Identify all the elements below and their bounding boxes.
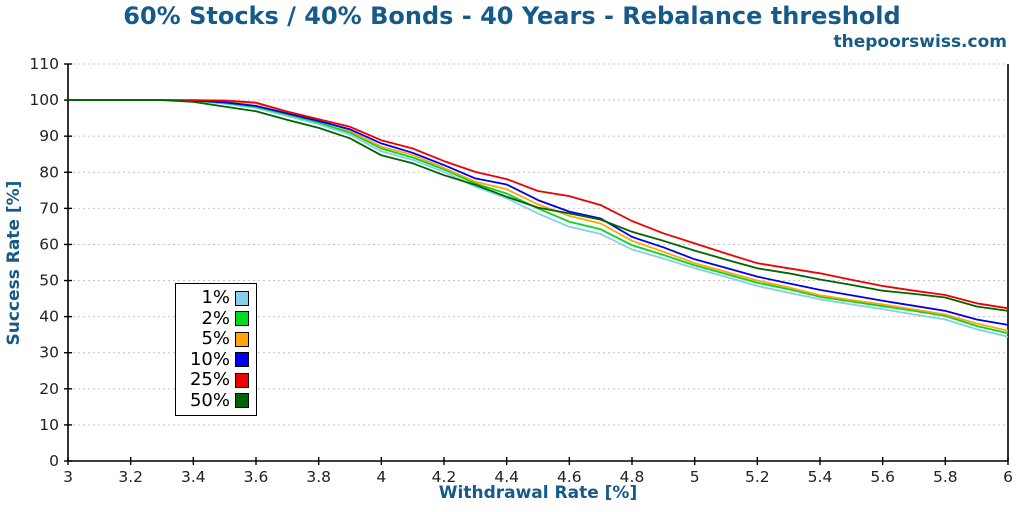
x-tick-label: 3.8 <box>306 468 331 486</box>
legend-item: 10% <box>179 348 249 370</box>
x-tick-label: 3.4 <box>181 468 206 486</box>
legend-item: 50% <box>179 389 249 411</box>
legend-label: 2% <box>201 307 230 329</box>
x-tick-label: 6 <box>1003 468 1013 486</box>
watermark-text: thepoorswiss.com <box>833 32 1008 52</box>
y-tick-label: 80 <box>39 163 59 181</box>
legend-label: 10% <box>189 348 230 370</box>
x-tick-label: 5.2 <box>745 468 770 486</box>
legend-box: 1% 2% 5% 10% 25% 50% <box>175 283 257 416</box>
x-tick-label: 3.6 <box>244 468 269 486</box>
legend-label: 5% <box>201 328 230 350</box>
legend-item: 25% <box>179 371 249 389</box>
legend-label: 25% <box>189 369 230 391</box>
legend-item: 1% <box>179 289 249 307</box>
x-tick-label: 4.2 <box>432 468 457 486</box>
series-line-10% <box>68 99 1009 326</box>
y-tick-label: 20 <box>39 380 59 398</box>
legend-swatch <box>235 393 249 409</box>
y-tick-label: 30 <box>39 344 59 362</box>
x-tick-label: 5.6 <box>870 468 895 486</box>
x-axis-label: Withdrawal Rate [%] <box>438 483 638 503</box>
legend-swatch <box>235 311 249 327</box>
x-tick-label: 4.6 <box>557 468 582 486</box>
x-tick-label: 4 <box>376 468 386 486</box>
legend-item: 2% <box>179 307 249 329</box>
legend-swatch <box>235 352 249 368</box>
series-line-50% <box>68 99 1009 312</box>
x-tick-label: 3 <box>63 468 73 486</box>
legend-swatch <box>235 331 249 347</box>
x-tick-label: 5.4 <box>808 468 833 486</box>
y-tick-label: 40 <box>39 308 59 326</box>
x-tick-label: 3.2 <box>118 468 143 486</box>
x-tick-label: 4.8 <box>620 468 645 486</box>
y-tick-label: 110 <box>29 55 59 73</box>
legend-label: 1% <box>201 287 230 309</box>
legend-item: 5% <box>179 330 249 348</box>
y-tick-label: 90 <box>39 127 59 145</box>
y-tick-label: 10 <box>39 416 59 434</box>
y-tick-label: 100 <box>29 91 59 109</box>
legend-label: 50% <box>189 389 230 411</box>
chart-title: 60% Stocks / 40% Bonds - 40 Years - Reba… <box>123 2 901 30</box>
x-tick-label: 5 <box>690 468 700 486</box>
y-tick-label: 70 <box>39 199 59 217</box>
y-tick-label: 60 <box>39 235 59 253</box>
legend-swatch <box>235 372 249 388</box>
y-tick-label: 0 <box>49 452 59 470</box>
x-tick-label: 5.8 <box>933 468 958 486</box>
series-line-25% <box>68 99 1009 310</box>
y-tick-label: 50 <box>39 272 59 290</box>
legend-swatch <box>235 290 249 306</box>
x-tick-label: 4.4 <box>494 468 519 486</box>
